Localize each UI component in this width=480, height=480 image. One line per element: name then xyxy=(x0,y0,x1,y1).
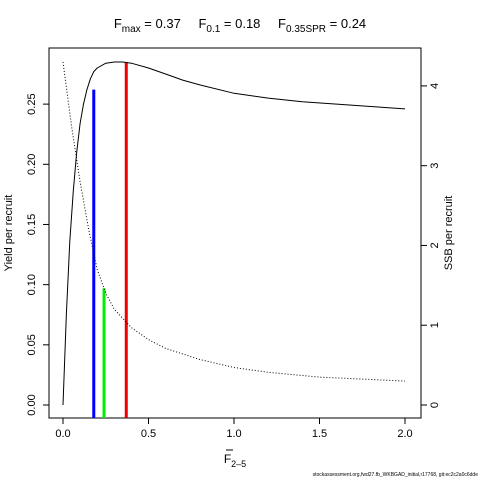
y-left-tick-label: 0.25 xyxy=(26,93,38,114)
y-left-tick-label: 0.05 xyxy=(26,334,38,355)
ssb-per-recruit-line xyxy=(62,61,406,382)
y-right-tick-label: 2 xyxy=(429,242,441,248)
chart-title: Fmax = 0.37 F0.1 = 0.18 F0.35SPR = 0.24 xyxy=(114,16,366,35)
x-tick-label: 0.5 xyxy=(141,428,156,440)
y-left-tick-label: 0.00 xyxy=(26,394,38,415)
y-right-tick-label: 4 xyxy=(429,83,441,89)
series-lines xyxy=(62,61,406,406)
fmax-label: F xyxy=(114,16,122,31)
f01-label: F xyxy=(198,16,206,31)
fspr-sub: 0.35SPR xyxy=(286,24,326,35)
y-right-tick-label: 0 xyxy=(429,402,441,408)
fspr-label: F xyxy=(278,16,286,31)
y-right-tick-label: 3 xyxy=(429,163,441,169)
f01-sub: 0.1 xyxy=(206,24,220,35)
plot-frame xyxy=(48,47,422,419)
fspr-value: = 0.24 xyxy=(326,16,366,31)
y-right-axis-title: SSB per recruit xyxy=(443,196,455,271)
x-axis-sub: 2–5 xyxy=(231,459,246,469)
yield-per-recruit-line xyxy=(62,61,406,406)
x-tick-label: 2.0 xyxy=(397,428,412,440)
y-left-tick-label: 0.10 xyxy=(26,274,38,295)
fmax-sub: max xyxy=(122,24,141,35)
f01-value: = 0.18 xyxy=(220,16,260,31)
x-tick-label: 0.0 xyxy=(55,428,70,440)
reference-lines xyxy=(92,62,128,418)
x-tick-label: 1.0 xyxy=(226,428,241,440)
x-tick-label: 1.5 xyxy=(312,428,327,440)
fmax-value: = 0.37 xyxy=(141,16,181,31)
footer-source: stockassessment.org,fwd27.fb_WKBGAD_init… xyxy=(313,472,479,478)
y-left-tick-label: 0.20 xyxy=(26,154,38,175)
y-left-axis-title: Yield per recruit xyxy=(3,195,15,272)
axis-ticks xyxy=(43,85,427,424)
tick-labels: 0.0 0.5 1.0 1.5 2.0 0.00 0.05 0.10 0.15 0.20 0.25 0… xyxy=(26,83,441,440)
x-axis-label: F xyxy=(224,452,231,466)
y-left-tick-label: 0.15 xyxy=(26,214,38,235)
y-right-tick-label: 1 xyxy=(429,322,441,328)
x-axis-title: F2–5 xyxy=(224,452,246,469)
